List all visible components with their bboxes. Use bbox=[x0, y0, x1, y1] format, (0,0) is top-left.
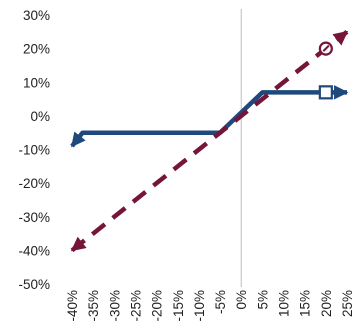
ticks-layer: 30%20%10%0%-10%-20%-30%-40%-50%-40% -35% -… bbox=[18, 8, 355, 322]
x-tick-label: -35% bbox=[86, 290, 101, 322]
x-tick-label: -15% bbox=[171, 290, 186, 322]
x-tick-label: -10% bbox=[192, 290, 207, 322]
x-tick-label: -25% bbox=[128, 290, 143, 322]
y-tick-label: 20% bbox=[23, 42, 50, 57]
square-marker bbox=[318, 85, 333, 100]
x-tick-label: 5% bbox=[255, 290, 270, 310]
x-tick-label: 20% bbox=[319, 290, 334, 317]
x-tick-label: 25% bbox=[340, 290, 355, 317]
x-tick-label: -30% bbox=[107, 290, 122, 322]
x-tick-label: 10% bbox=[277, 290, 292, 317]
series-line-dashed bbox=[70, 30, 349, 253]
x-tick-label: -5% bbox=[213, 290, 228, 314]
x-tick-label: -40% bbox=[65, 290, 80, 322]
y-tick-label: -30% bbox=[18, 210, 50, 225]
y-tick-label: 10% bbox=[23, 75, 50, 90]
series-layer bbox=[70, 30, 349, 253]
y-tick-label: -50% bbox=[18, 277, 50, 292]
y-tick-label: -20% bbox=[18, 176, 50, 191]
x-tick-label: 15% bbox=[298, 290, 313, 317]
x-tick-label: 0% bbox=[234, 290, 249, 310]
y-tick-label: -10% bbox=[18, 143, 50, 158]
x-tick-label: -20% bbox=[150, 290, 165, 322]
y-tick-label: 0% bbox=[30, 109, 50, 124]
y-tick-label: 30% bbox=[23, 8, 50, 23]
y-tick-label: -40% bbox=[18, 243, 50, 258]
series-line-blue bbox=[70, 85, 349, 148]
male-symbol-stroke bbox=[322, 44, 330, 52]
